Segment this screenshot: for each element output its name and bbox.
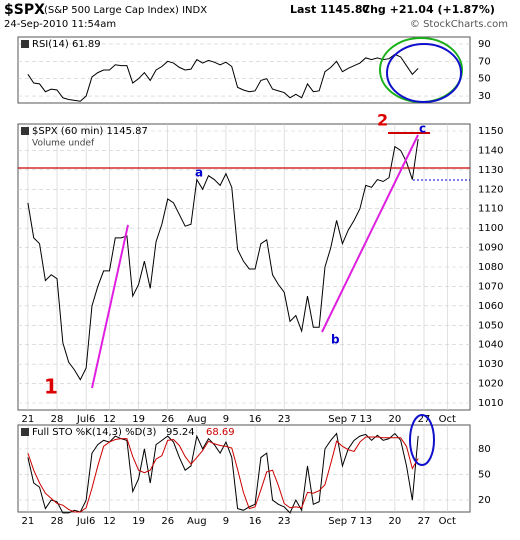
panel-frame [17,424,471,513]
x-tick-label: Jul6 [76,414,95,425]
y-tick-label: 1110 [478,204,503,215]
panel-icon [21,428,29,436]
x-tick-label: 16 [249,516,262,527]
y-tick-label: 1050 [478,320,503,331]
series-line [27,432,419,514]
y-tick-label: 1080 [478,262,503,273]
wave-label: b [331,333,340,347]
x-tick-label: Sep 7 [328,414,356,425]
x-tick-label: Jul6 [76,516,95,527]
y-tick-label: 50 [478,469,491,480]
y-tick-label: 1030 [478,359,503,370]
y-tick-label: 1150 [478,126,503,137]
y-tick-label: 80 [478,444,491,455]
x-tick-label: 9 [223,516,229,527]
wave-label: a [195,166,203,180]
x-tick-label: Aug [187,414,207,425]
y-tick-label: 1140 [478,145,503,156]
x-tick-label: 20 [388,516,401,527]
y-tick-label: 1010 [478,398,503,409]
plots: 30 50 70 90 RSI(14) 61.89 1010 1020 1030 1040 105… [17,36,503,527]
x-tick-label: 28 [51,414,64,425]
x-tick-label: 19 [132,516,145,527]
y-tick-label: 30 [478,91,491,102]
y-tick-label: 1130 [478,165,503,176]
highlight-ellipse [386,43,462,103]
x-tick-label: 12 [103,516,116,527]
panel-title: Full STO %K(14,3) %D(3) [32,427,157,438]
y-tick-label: 1090 [478,243,503,254]
y-tick-label: 1040 [478,340,503,351]
date: 24-Sep-2010 11:54am [4,19,116,30]
x-tick-label: 21 [22,516,35,527]
credit: © StockCharts.com [410,19,508,30]
x-tick-label: 27 [418,516,431,527]
panel-title: RSI(14) 61.89 [32,39,101,50]
highlight-ellipse [409,414,435,466]
x-tick-label: Oct [439,516,456,527]
x-tick-label: 16 [249,414,262,425]
x-tick-label: 28 [51,516,64,527]
y-tick-label: 1120 [478,184,503,195]
trend-line [321,134,419,333]
y-tick-label: 1020 [478,379,503,390]
y-tick-label: 1060 [478,301,503,312]
x-tick-label: 23 [278,414,291,425]
y-tick-label: 70 [478,56,491,67]
panel-frame [17,36,471,104]
x-tick-label: 13 [359,516,372,527]
wave-label: 2 [377,111,388,130]
x-tick-label: Aug [187,516,207,527]
x-tick-label: 23 [278,516,291,527]
x-tick-label: 20 [388,414,401,425]
x-tick-label: 12 [103,414,116,425]
x-tick-label: 27 [418,414,431,425]
symbol: $SPX [4,2,45,18]
wave-label: 1 [44,375,58,399]
x-tick-label: Sep 7 [328,516,356,527]
panel-icon [21,40,29,48]
change: Chg +21.04 (+1.87%) [362,3,495,16]
trend-line [91,224,129,389]
last-price: Last 1145.87 [290,3,370,16]
y-tick-label: 50 [478,74,491,85]
y-tick-label: 90 [478,39,491,50]
series-line [27,53,419,102]
x-tick-label: 19 [132,414,145,425]
panel-title: $SPX (60 min) 1145.87 [32,126,148,137]
x-tick-label: 26 [161,414,174,425]
x-tick-label: Oct [439,414,456,425]
legend-value: 95.24 [166,427,195,438]
series-line [27,436,419,513]
x-tick-label: 9 [223,414,229,425]
wave-label: c [419,122,426,136]
panel-subtitle: Volume undef [32,139,95,149]
y-tick-label: 1070 [478,281,503,292]
x-tick-label: 13 [359,414,372,425]
y-tick-label: 20 [478,495,491,506]
index-name: (S&P 500 Large Cap Index) INDX [44,5,207,16]
x-tick-label: 21 [22,414,35,425]
panel-icon [21,127,29,135]
legend-value: 68.69 [206,427,235,438]
x-tick-label: 26 [161,516,174,527]
y-tick-label: 1100 [478,223,503,234]
series-line [27,138,419,381]
